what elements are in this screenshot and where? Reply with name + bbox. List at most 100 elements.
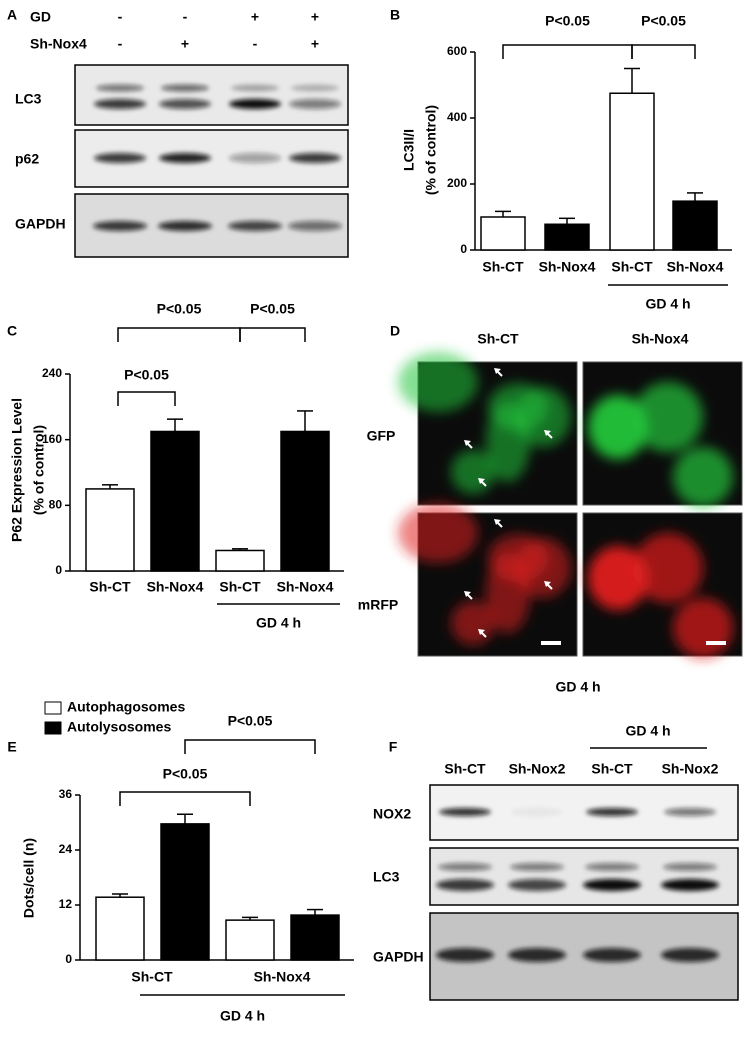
cell	[673, 447, 733, 507]
blot-label: LC3	[15, 91, 42, 107]
band	[229, 99, 281, 109]
bar	[160, 823, 210, 961]
x-tick-label: Sh-Nox4	[254, 969, 311, 985]
group-label: GD 4 h	[645, 296, 690, 312]
y-tick-label: 36	[59, 787, 73, 801]
cell	[486, 402, 530, 482]
significance-bracket	[119, 791, 251, 806]
y-axis-label: (% of control)	[31, 425, 47, 515]
condition-sign: -	[118, 36, 123, 52]
x-tick-label: Sh-Nox4	[277, 579, 334, 595]
band	[228, 221, 282, 231]
cells	[588, 533, 733, 658]
condition-sign: -	[183, 9, 188, 25]
bar	[280, 430, 330, 572]
x-tick-label: Sh-Nox4	[667, 259, 724, 275]
y-axis-label: P62 Expression Level	[9, 398, 25, 542]
blot-label: LC3	[373, 869, 400, 885]
lane-label: Sh-CT	[444, 761, 486, 777]
bar	[225, 919, 275, 961]
blot-bands	[93, 221, 342, 231]
row-label: mRFP	[358, 597, 398, 613]
blot-label: p62	[15, 151, 39, 167]
band	[289, 153, 341, 163]
cell	[633, 533, 703, 603]
cell	[588, 546, 648, 610]
arrow-head	[478, 629, 485, 635]
bar	[85, 488, 135, 572]
significance-bracket	[184, 739, 316, 754]
significance-bracket	[117, 391, 176, 406]
significance-label: P<0.05	[157, 301, 202, 317]
x-tick-label: Sh-CT	[611, 259, 653, 275]
band	[508, 879, 566, 891]
band	[93, 221, 147, 231]
bar	[544, 223, 590, 251]
bar	[150, 430, 200, 572]
cell	[588, 395, 648, 459]
cell	[633, 382, 703, 452]
legend-swatch	[44, 701, 62, 715]
significance-label: P<0.05	[250, 301, 295, 317]
cell	[398, 503, 478, 563]
arrow-head	[544, 581, 551, 587]
significance-bracket	[502, 44, 633, 59]
band	[664, 808, 716, 816]
band	[291, 84, 339, 92]
band	[94, 99, 146, 109]
band	[438, 863, 492, 871]
panel-letter: D	[390, 323, 400, 339]
blot-bands	[436, 863, 719, 891]
scale-bar	[541, 641, 561, 645]
band	[661, 879, 719, 891]
band	[231, 84, 279, 92]
y-axis-label: (% of control)	[423, 105, 439, 195]
arrow-head	[494, 519, 501, 525]
significance-bracket	[117, 327, 241, 342]
band	[508, 948, 566, 962]
condition-sign: +	[311, 9, 319, 25]
lane-label: Sh-Nox2	[509, 761, 566, 777]
blot-bands	[94, 153, 341, 163]
condition-sign: +	[311, 36, 319, 52]
legend-label: Autophagosomes	[67, 699, 185, 715]
bar	[609, 92, 655, 251]
band	[161, 84, 209, 92]
panel-letter: A	[7, 7, 17, 23]
blot-label: GAPDH	[15, 216, 66, 232]
y-axis-label: Dots/cell (n)	[21, 838, 37, 918]
legend-label: Autolysosomes	[67, 719, 171, 735]
band	[439, 808, 491, 816]
cell	[398, 352, 478, 412]
lane-label: Sh-Nox2	[662, 761, 719, 777]
column-label: Sh-Nox4	[632, 331, 689, 347]
y-axis-label: LC3II/I	[401, 129, 417, 171]
condition-label: Sh-Nox4	[30, 36, 87, 52]
condition-sign: +	[181, 36, 189, 52]
significance-label: P<0.05	[228, 713, 273, 729]
x-tick-label: Sh-Nox4	[147, 579, 204, 595]
panel-letter: E	[7, 739, 16, 755]
significance-bracket	[239, 327, 306, 342]
arrow-head	[464, 591, 471, 597]
cells	[398, 503, 571, 645]
arrow-head	[478, 478, 485, 484]
blot-bands	[436, 948, 719, 962]
y-tick-label: 400	[447, 110, 467, 124]
y-tick-label: 160	[42, 432, 62, 446]
band	[96, 84, 144, 92]
condition-sign: +	[251, 9, 259, 25]
legend-swatch	[44, 721, 62, 735]
panel-letter: F	[389, 739, 398, 755]
band	[436, 948, 494, 962]
bar	[672, 200, 718, 251]
condition-sign: -	[118, 9, 123, 25]
band	[159, 99, 211, 109]
x-tick-label: Sh-Nox4	[539, 259, 596, 275]
y-tick-label: 80	[49, 498, 63, 512]
blot-label: NOX2	[373, 806, 411, 822]
y-tick-label: 24	[59, 842, 73, 856]
band	[511, 808, 563, 816]
band	[583, 879, 641, 891]
band	[661, 948, 719, 962]
